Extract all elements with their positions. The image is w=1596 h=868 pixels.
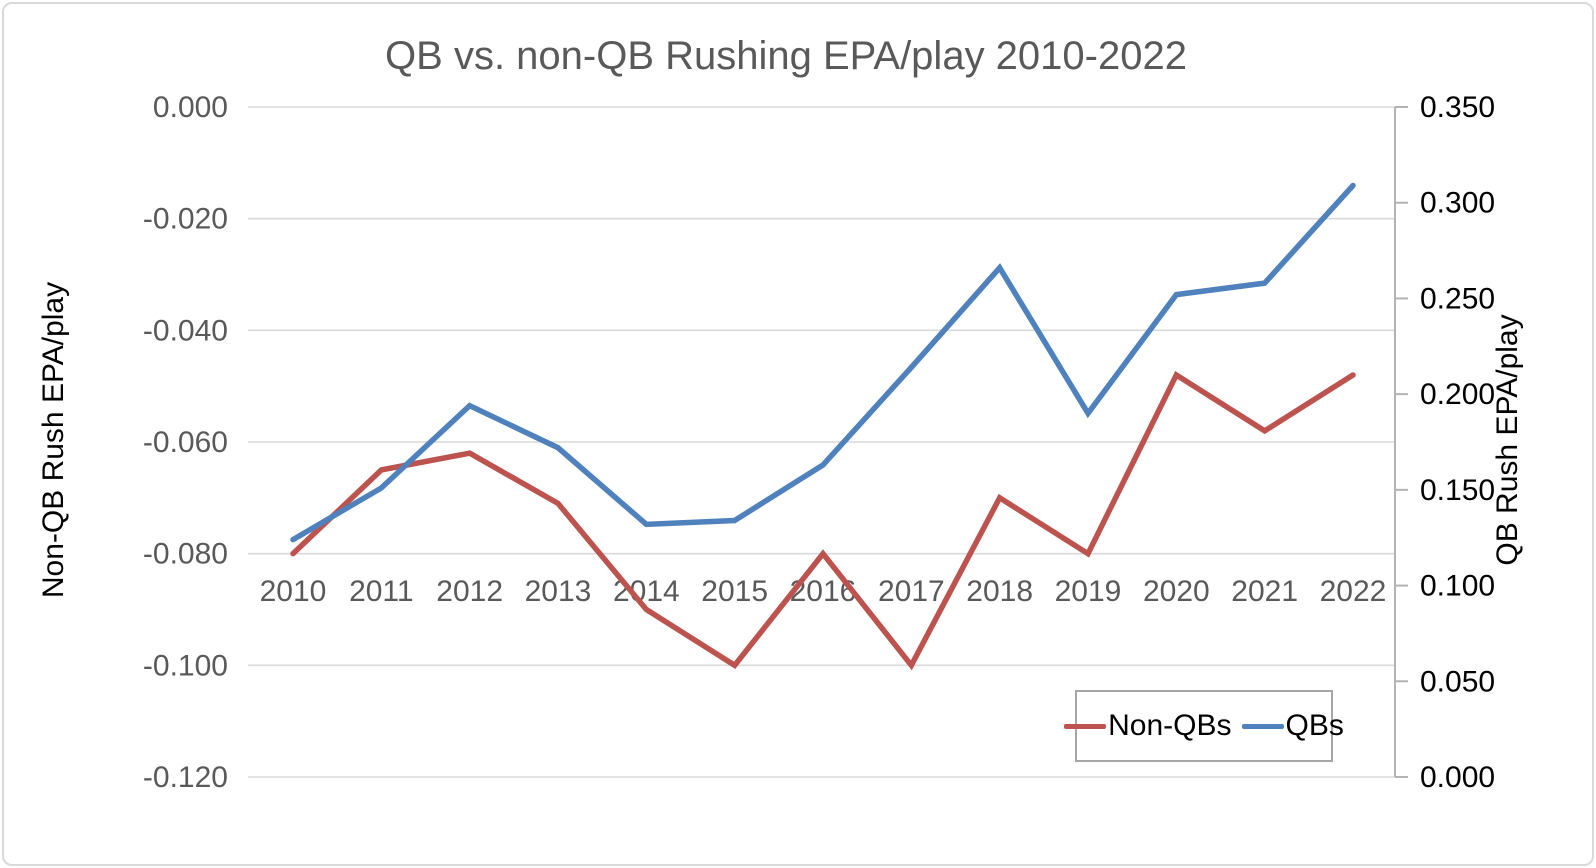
legend-label-non-qbs: Non-QBs: [1108, 709, 1232, 742]
x-axis-year-label: 2010: [260, 575, 327, 608]
left-axis-title: Non-QB Rush EPA/play: [37, 281, 70, 599]
x-axis-year-label: 2012: [436, 575, 503, 608]
right-axis-tick-label: 0.200: [1420, 378, 1495, 411]
x-axis-year-label: 2022: [1320, 575, 1387, 608]
x-axis-year-label: 2011: [349, 575, 414, 608]
left-axis-tick-label: -0.040: [143, 314, 228, 347]
chart-title: QB vs. non-QB Rushing EPA/play 2010-2022: [385, 34, 1187, 78]
non-qbs-line-swatch: [1064, 723, 1107, 729]
left-axis-tick-label: -0.080: [143, 538, 228, 571]
right-axis-tick-label: 0.250: [1420, 282, 1495, 315]
legend-label-qbs: QBs: [1285, 709, 1344, 742]
x-axis-year-label: 2021: [1231, 575, 1298, 608]
left-axis-tick-label: -0.120: [143, 761, 228, 794]
right-axis-tick-label: 0.350: [1420, 91, 1495, 124]
right-axis-tick-label: 0.000: [1420, 761, 1495, 794]
left-axis-tick-label: 0.000: [153, 91, 228, 124]
legend-entry-qbs: QBs: [1241, 709, 1344, 743]
right-axis-tick-label: 0.150: [1420, 474, 1495, 507]
right-axis-tick-label: 0.050: [1420, 665, 1495, 698]
qbs-line-swatch: [1241, 723, 1284, 729]
x-axis-year-label: 2013: [525, 575, 592, 608]
right-axis-title: QB Rush EPA/play: [1491, 314, 1524, 566]
x-axis-year-label: 2018: [966, 575, 1033, 608]
x-axis-year-label: 2015: [701, 575, 768, 608]
right-axis-tick-label: 0.300: [1420, 187, 1495, 220]
legend-entry-non-qbs: Non-QBs: [1064, 709, 1232, 743]
left-axis-tick-label: -0.100: [143, 649, 228, 682]
right-axis-tick-label: 0.100: [1420, 570, 1495, 603]
legend: Non-QBs QBs: [1064, 690, 1344, 762]
x-axis-year-label: 2020: [1143, 575, 1210, 608]
qbs-line: [290, 182, 1356, 543]
left-axis-tick-label: -0.060: [143, 426, 228, 459]
non-qbs-line: [290, 371, 1356, 671]
left-axis-tick-label: -0.020: [143, 203, 228, 236]
x-axis-year-label: 2019: [1055, 575, 1122, 608]
x-axis-year-label: 2017: [878, 575, 945, 608]
